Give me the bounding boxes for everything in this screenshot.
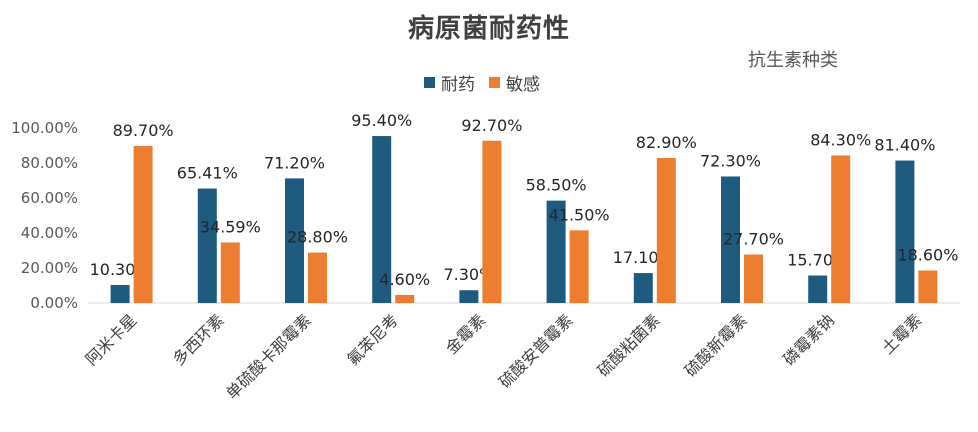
chart-title: 病原菌耐药性	[407, 14, 570, 44]
bar-resistant	[721, 176, 740, 303]
bar-sensitive	[133, 146, 153, 303]
y-tick-label: 0.00%	[30, 294, 78, 312]
bar-sensitive	[569, 230, 589, 303]
x-tick-label: 氟苯尼考	[343, 310, 402, 369]
legend-swatch-resistant	[424, 77, 435, 88]
x-tick-label: 金霉素	[442, 310, 489, 357]
x-tick-label: 阿米卡星	[82, 310, 141, 369]
legend: 耐药 敏感	[424, 70, 554, 95]
data-label-sensitive: 28.80%	[287, 228, 348, 247]
bar-sensitive	[395, 294, 415, 303]
data-label-sensitive: 34.59%	[200, 217, 261, 236]
bar-resistant	[633, 273, 653, 303]
data-label-sensitive: 84.30%	[810, 130, 871, 149]
data-label-resistant: 71.20%	[264, 153, 325, 172]
bar-resistant	[372, 136, 392, 303]
data-label-sensitive: 27.70%	[723, 230, 784, 249]
data-label-resistant: 65.41%	[177, 164, 238, 183]
bar-resistant	[197, 188, 217, 303]
data-label-sensitive: 4.60%	[379, 270, 430, 289]
data-label-sensitive: 92.70%	[461, 116, 522, 135]
y-tick-label: 80.00%	[21, 154, 78, 172]
bar-resistant	[546, 200, 566, 303]
bar-sensitive	[744, 254, 763, 303]
y-tick-label: 60.00%	[21, 189, 78, 207]
y-tick-label: 20.00%	[21, 259, 78, 277]
data-label-sensitive: 18.60%	[897, 245, 958, 264]
data-label-resistant: 7.30%	[443, 265, 494, 284]
bar-sensitive	[308, 252, 327, 303]
y-tick-label: 40.00%	[21, 224, 78, 242]
legend-item-resistant: 耐药	[424, 70, 475, 95]
x-tick-label: 土霉素	[878, 310, 925, 357]
x-tick-label: 硫酸安普霉素	[495, 310, 576, 391]
x-tick-label: 磷霉素钠	[779, 310, 838, 369]
bar-resistant	[808, 275, 828, 303]
bar-sensitive	[656, 157, 676, 303]
data-label-resistant: 72.30%	[700, 151, 761, 170]
bar-sensitive	[482, 140, 502, 303]
legend-swatch-sensitive	[489, 77, 500, 88]
data-label-resistant: 58.50%	[526, 176, 587, 195]
bar-sensitive	[831, 155, 851, 303]
x-tick-label: 单硫酸卡那霉素	[222, 310, 315, 403]
legend-label-resistant: 耐药	[441, 75, 475, 95]
data-label-sensitive: 41.50%	[549, 205, 610, 224]
x-tick-label: 硫酸新霉素	[681, 310, 751, 380]
x-tick-label: 多西环素	[169, 310, 228, 369]
bar-resistant	[285, 178, 304, 303]
legend-label-sensitive: 敏感	[506, 75, 540, 95]
bar-resistant	[110, 284, 130, 303]
bar-resistant	[895, 160, 915, 303]
legend-item-sensitive: 敏感	[489, 70, 540, 95]
x-tick-label: 硫酸粘菌素	[594, 310, 664, 380]
bar-sensitive	[220, 242, 240, 303]
bar-resistant	[459, 290, 479, 303]
data-label-resistant: 95.40%	[351, 111, 412, 130]
data-label-resistant: 81.40%	[874, 136, 935, 155]
chart-subtitle: 抗生素种类	[748, 50, 838, 71]
y-tick-label: 100.00%	[11, 119, 78, 137]
bar-sensitive	[918, 270, 938, 303]
data-label-sensitive: 89.70%	[113, 121, 174, 140]
data-label-sensitive: 82.90%	[636, 133, 697, 152]
